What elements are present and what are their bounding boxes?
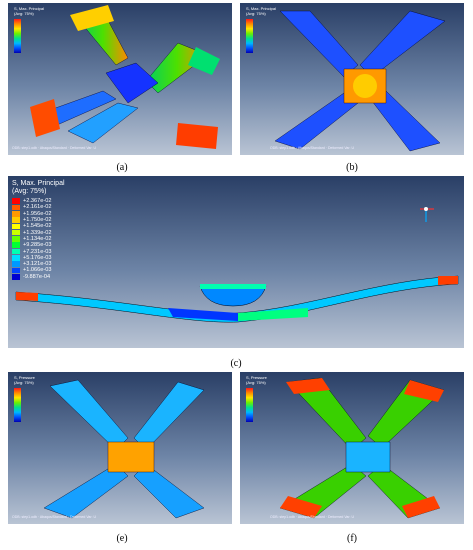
legend-c-value: +1.545e-02 bbox=[23, 223, 52, 230]
panel-a: S, Max. Principal (Avg: 75%) ODB: step1.… bbox=[8, 3, 232, 155]
legend-c-entry: +5.176e-03 bbox=[12, 255, 65, 261]
legend-b: S, Max. Principal (Avg: 75%) bbox=[246, 6, 276, 53]
legend-c-swatch bbox=[12, 261, 20, 267]
legend-c-swatch bbox=[12, 210, 20, 217]
legend-c-value: +9.285e-03 bbox=[23, 242, 52, 249]
legend-c-avg: (Avg: 75%) bbox=[12, 188, 47, 195]
legend-c-value: +1.750e-02 bbox=[23, 217, 52, 224]
x-specimen-f bbox=[279, 377, 445, 519]
x-specimen-b bbox=[274, 10, 446, 152]
legend-c-entry: +1.339e-02 bbox=[12, 229, 65, 236]
legend-c-value: +1.066e-03 bbox=[23, 267, 52, 274]
legend-c-entry: +1.134e-02 bbox=[12, 236, 65, 242]
legend-c-swatch bbox=[12, 236, 20, 242]
legend-c-value: +2.161e-02 bbox=[23, 204, 52, 211]
legend-c-swatch bbox=[12, 229, 20, 236]
legend-c-swatch bbox=[12, 204, 20, 211]
legend-c-swatch bbox=[12, 198, 20, 204]
legend-c-value: +1.339e-02 bbox=[23, 229, 52, 236]
legend-c-value: +7.231e-03 bbox=[23, 248, 52, 255]
legend-c-title: S, Max. Principal bbox=[12, 180, 65, 187]
legend-c-entry: +2.367e-02 bbox=[12, 198, 65, 204]
caption-f: (f) bbox=[347, 533, 357, 544]
caption-e: (e) bbox=[116, 533, 128, 544]
x-specimen-a bbox=[30, 5, 220, 149]
x-specimen-e bbox=[43, 379, 205, 519]
legend-c-swatch bbox=[12, 217, 20, 223]
legend-c-value: +5.176e-03 bbox=[23, 254, 52, 261]
panel-e: S, Pressure (Avg: 75%) ODB: step1.odb · … bbox=[8, 372, 232, 524]
legend-c-swatch bbox=[12, 248, 20, 255]
caption-a: (a) bbox=[116, 162, 128, 173]
legend-c-swatch bbox=[12, 255, 20, 261]
legend-c-value: +3.121e-03 bbox=[23, 261, 52, 268]
legend-c-entry: +3.121e-03 bbox=[12, 261, 65, 267]
caption-c: (c) bbox=[230, 358, 242, 369]
legend-c-value: +1.134e-02 bbox=[23, 235, 52, 242]
panel-c: S, Max. Principal (Avg: 75%) +2.367e-02 +… bbox=[8, 176, 464, 348]
legend-c: S, Max. Principal (Avg: 75%) +2.367e-02 +… bbox=[12, 180, 65, 280]
legend-c-entry: +7.231e-03 bbox=[12, 248, 65, 255]
caption-b: (b) bbox=[346, 162, 358, 173]
legend-c-swatch bbox=[12, 242, 20, 249]
legend-a: S, Max. Principal (Avg: 75%) bbox=[14, 6, 44, 53]
panel-f: S, Pressure (Avg: 75%) ODB: step1.odb · … bbox=[240, 372, 464, 524]
legend-c-swatch bbox=[12, 267, 20, 274]
legend-c-value: +2.367e-02 bbox=[23, 198, 52, 205]
legend-c-value: -9.887e-04 bbox=[23, 273, 51, 280]
legend-c-entry: +9.285e-03 bbox=[12, 242, 65, 248]
legend-c-entry: +1.750e-02 bbox=[12, 217, 65, 223]
legend-c-swatch bbox=[12, 223, 20, 230]
legend-c-swatch bbox=[12, 273, 20, 280]
panel-b: S, Max. Principal (Avg: 75%) ODB: step1.… bbox=[240, 3, 464, 155]
legend-c-entry: -9.887e-04 bbox=[12, 274, 65, 280]
legend-f: S, Pressure (Avg: 75%) bbox=[246, 375, 267, 422]
legend-c-entry: +2.161e-02 bbox=[12, 204, 65, 210]
legend-e: S, Pressure (Avg: 75%) bbox=[14, 375, 35, 422]
legend-c-value: +1.956e-02 bbox=[23, 210, 52, 217]
legend-c-entry: +1.066e-03 bbox=[12, 267, 65, 273]
legend-c-entry: +1.545e-02 bbox=[12, 223, 65, 229]
beam-model bbox=[15, 207, 459, 323]
legend-c-entry: +1.956e-02 bbox=[12, 211, 65, 217]
